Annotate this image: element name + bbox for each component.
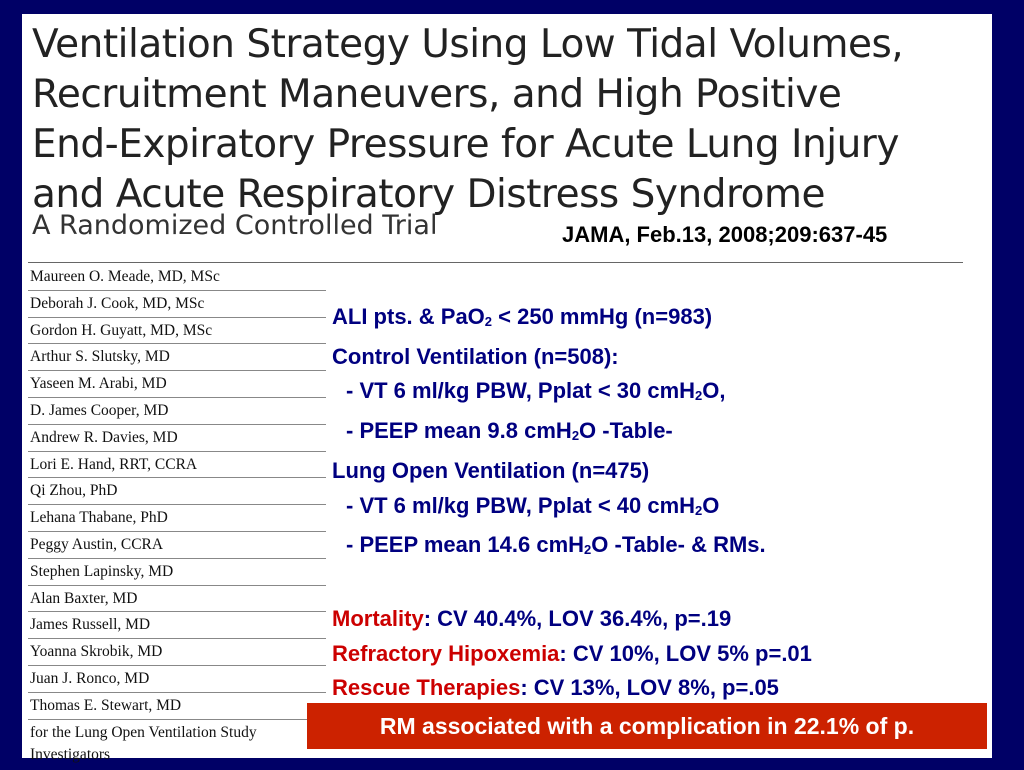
text: O,	[702, 378, 726, 404]
author-name: Yaseen M. Arabi, MD	[28, 371, 326, 398]
article-title: Ventilation Strategy Using Low Tidal Vol…	[32, 20, 982, 220]
title-line: End-Expiratory Pressure for Acute Lung I…	[32, 122, 899, 167]
text: - PEEP mean 9.8 cmH	[346, 418, 572, 444]
journal-citation: JAMA, Feb.13, 2008;209:637-45	[562, 222, 888, 247]
study-group-credit: for the Lung Open Ventilation Study Inve…	[28, 720, 350, 770]
lov-peep-line: - PEEP mean 14.6 cmH2O -Table- & RMs.	[332, 528, 972, 568]
subscript: 2	[484, 314, 493, 329]
subscript: 2	[571, 428, 580, 444]
author-name: Qi Zhou, PhD	[28, 478, 326, 506]
study-group-line: Investigators	[30, 745, 111, 763]
article-subtitle: A Randomized Controlled Trial	[32, 210, 438, 241]
control-vt-line: - VT 6 ml/kg PBW, Pplat < 30 cmH2O,	[332, 374, 972, 414]
text: O	[702, 492, 720, 518]
author-name: Deborah J. Cook, MD, MSc	[28, 291, 326, 318]
control-peep-line: - PEEP mean 9.8 cmH2O -Table-	[332, 414, 972, 454]
author-name: James Russell, MD	[28, 612, 326, 640]
subscript: 2	[584, 542, 592, 558]
title-line: Recruitment Maneuvers, and High Positive	[32, 72, 842, 117]
rescue-result: Rescue Therapies: CV 13%, LOV 8%, p=.05	[332, 671, 972, 706]
mortality-value: : CV 40.4%, LOV 36.4%, p=.19	[423, 605, 732, 631]
author-name: Arthur S. Slutsky, MD	[28, 344, 326, 372]
hypoxemia-value: : CV 10%, LOV 5% p=.01	[559, 640, 812, 666]
author-name: Alan Baxter, MD	[28, 586, 326, 613]
study-group-line: for the Lung Open Ventilation Study	[30, 723, 257, 741]
hypoxemia-result: Refractory Hipoxemia: CV 10%, LOV 5% p=.…	[332, 637, 972, 672]
author-name: D. James Cooper, MD	[28, 398, 326, 425]
text: - VT 6 ml/kg PBW, Pplat < 30 cmH	[346, 378, 696, 404]
rescue-label: Rescue Therapies	[332, 675, 521, 701]
lov-heading: Lung Open Ventilation (n=475)	[332, 457, 650, 483]
subscript: 2	[695, 502, 703, 518]
study-summary: ALI pts. & PaO2 < 250 mmHg (n=983) Contr…	[332, 300, 972, 706]
title-line: and Acute Respiratory Distress Syndrome	[32, 172, 825, 217]
author-name: Maureen O. Meade, MD, MSc	[28, 264, 326, 291]
text: < 250 mmHg (n=983)	[492, 304, 713, 329]
text: - VT 6 ml/kg PBW, Pplat < 40 cmH	[346, 492, 696, 518]
population-line: ALI pts. & PaO2 < 250 mmHg (n=983)	[332, 300, 972, 340]
mortality-label: Mortality	[332, 605, 424, 631]
text: O -Table- & RMs.	[591, 532, 766, 558]
author-name: Juan J. Ronco, MD	[28, 666, 326, 693]
author-name: Lehana Thabane, PhD	[28, 505, 326, 532]
text: ALI pts. & PaO	[332, 304, 485, 329]
text: O -Table-	[579, 418, 673, 444]
article-excerpt: Ventilation Strategy Using Low Tidal Vol…	[22, 14, 992, 763]
author-name: Thomas E. Stewart, MD	[28, 693, 326, 720]
title-line: Ventilation Strategy Using Low Tidal Vol…	[32, 22, 904, 67]
subscript: 2	[695, 388, 703, 404]
hypoxemia-label: Refractory Hipoxemia	[332, 640, 560, 666]
author-name: Peggy Austin, CCRA	[28, 532, 326, 559]
author-name: Stephen Lapinsky, MD	[28, 559, 326, 586]
text: - PEEP mean 14.6 cmH	[346, 532, 585, 558]
author-name: Lori E. Hand, RRT, CCRA	[28, 452, 326, 479]
control-heading: Control Ventilation (n=508):	[332, 343, 619, 369]
author-list: Maureen O. Meade, MD, MSc Deborah J. Coo…	[28, 264, 326, 770]
author-name: Gordon H. Guyatt, MD, MSc	[28, 318, 326, 345]
complication-callout: RM associated with a complication in 22.…	[307, 703, 987, 749]
spacer	[332, 568, 972, 602]
divider	[28, 262, 963, 263]
author-name: Yoanna Skrobik, MD	[28, 639, 326, 666]
mortality-result: Mortality: CV 40.4%, LOV 36.4%, p=.19	[332, 602, 972, 637]
rescue-value: : CV 13%, LOV 8%, p=.05	[520, 675, 779, 701]
lov-vt-line: - VT 6 ml/kg PBW, Pplat < 40 cmH2O	[332, 489, 972, 529]
author-name: Andrew R. Davies, MD	[28, 425, 326, 452]
